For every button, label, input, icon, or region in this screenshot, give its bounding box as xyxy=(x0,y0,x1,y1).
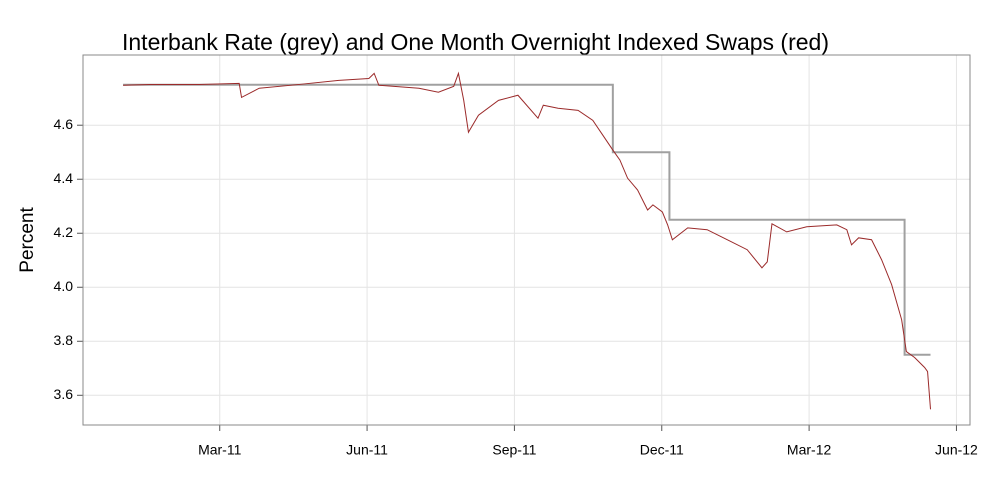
plot-frame xyxy=(82,54,971,426)
series-line xyxy=(123,83,931,356)
x-tick-label: Mar-11 xyxy=(198,442,242,458)
y-axis-label: Percent xyxy=(17,207,38,273)
y-tick-label: 3.6 xyxy=(54,386,74,402)
x-tick-label: Jun-12 xyxy=(935,442,978,458)
x-tick-label: Jun-11 xyxy=(346,442,388,458)
x-tick-label: Mar-12 xyxy=(787,442,832,458)
y-tick-label: 4.6 xyxy=(54,116,74,132)
series-line xyxy=(123,71,932,410)
y-tick-label: 4.4 xyxy=(54,170,74,186)
y-tick-label: 3.8 xyxy=(54,332,74,348)
y-tick-label: 4.2 xyxy=(54,224,74,240)
x-tick-label: Sep-11 xyxy=(492,442,536,458)
x-tick-label: Dec-11 xyxy=(640,442,684,458)
chart-title: Interbank Rate (grey) and One Month Over… xyxy=(122,29,829,55)
y-tick-label: 4.0 xyxy=(54,278,74,294)
